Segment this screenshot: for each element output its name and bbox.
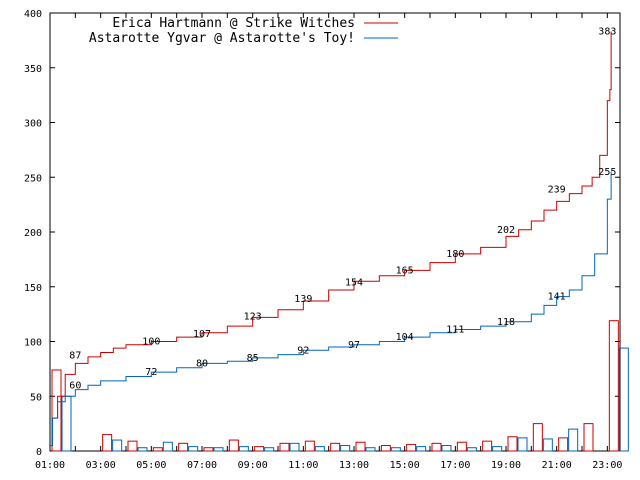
bar-astarotte: [466, 447, 477, 452]
bar-astarotte: [61, 395, 72, 452]
x-axis-ticks: 01:00 03:00 05:00 07:00 09:00 11:00 13:00 15:00…: [35, 13, 622, 471]
y-tick-label: 0: [36, 447, 42, 458]
data-label: 154: [345, 277, 363, 288]
data-label: 60: [69, 380, 81, 391]
y-tick-label: 100: [24, 338, 42, 349]
bar-astarotte: [441, 445, 452, 452]
data-label: 85: [247, 353, 259, 364]
bar-erica: [178, 442, 189, 452]
data-label: 255: [598, 167, 616, 178]
bar-erica: [228, 439, 239, 452]
data-labels-group: 87 100 107 123 139 154 165 180 202 239 383 60 72 80 85…: [69, 27, 616, 392]
data-label: 165: [396, 265, 414, 276]
bar-astarotte: [264, 447, 275, 452]
bar-astarotte: [618, 347, 629, 452]
data-label: 107: [193, 329, 211, 340]
line-astarotte: [50, 171, 612, 447]
bar-erica: [152, 447, 163, 452]
bar-astarotte: [416, 446, 427, 452]
data-label: 100: [142, 337, 160, 348]
bar-astarotte: [238, 446, 249, 452]
data-label: 123: [244, 311, 262, 322]
x-tick-label: 05:00: [136, 460, 166, 471]
bar-erica: [279, 442, 290, 452]
data-label: 104: [396, 332, 414, 343]
bar-astarotte: [162, 441, 173, 452]
legend-label-astarotte: Astarotte Ygvar @ Astarotte's Toy!: [89, 31, 355, 46]
data-label: 139: [294, 294, 312, 305]
data-label: 72: [145, 367, 157, 378]
data-label: 141: [548, 292, 566, 303]
bar-erica: [406, 443, 417, 452]
x-tick-label: 17:00: [440, 460, 470, 471]
bar-erica: [431, 442, 442, 452]
data-label: 111: [446, 324, 464, 335]
y-tick-label: 350: [24, 64, 42, 75]
bar-astarotte: [542, 438, 553, 452]
bar-erica: [482, 440, 493, 452]
x-tick-label: 23:00: [592, 460, 622, 471]
bar-astarotte: [137, 447, 148, 452]
bar-erica: [532, 423, 543, 452]
y-tick-label: 50: [30, 392, 42, 403]
plot-frame: [49, 12, 621, 452]
bar-series-group: [51, 320, 629, 452]
line-series-group: [50, 31, 612, 447]
bar-astarotte: [517, 437, 528, 452]
bar-astarotte: [492, 446, 503, 452]
x-tick-label: 07:00: [187, 460, 217, 471]
bar-astarotte: [314, 446, 325, 452]
y-tick-label: 300: [24, 119, 42, 130]
x-tick-label: 11:00: [288, 460, 318, 471]
bar-erica: [254, 446, 265, 452]
bar-astarotte: [289, 442, 300, 452]
bar-astarotte: [568, 428, 579, 452]
bar-erica: [355, 441, 366, 452]
y-tick-label: 250: [24, 173, 42, 184]
x-tick-label: 21:00: [542, 460, 572, 471]
data-label: 118: [497, 317, 515, 328]
bar-erica: [304, 440, 315, 452]
line-erica: [50, 31, 612, 447]
bar-erica: [380, 445, 391, 452]
bar-erica: [127, 440, 138, 452]
x-tick-label: 09:00: [238, 460, 268, 471]
bar-astarotte: [365, 447, 376, 452]
x-tick-label: 03:00: [86, 460, 116, 471]
bar-astarotte: [390, 447, 401, 452]
data-label: 87: [69, 351, 81, 362]
x-tick-label: 01:00: [35, 460, 65, 471]
y-axis-ticks: 0 50 100 150 200 250 300 350 400: [24, 9, 620, 458]
data-label: 97: [348, 340, 360, 351]
bar-erica: [330, 442, 341, 452]
bar-erica: [507, 436, 518, 452]
bar-erica: [51, 369, 62, 452]
legend-label-erica: Erica Hartmann @ Strike Witches: [112, 16, 355, 31]
x-tick-label: 13:00: [339, 460, 369, 471]
data-label: 239: [548, 184, 566, 195]
bar-erica: [456, 441, 467, 452]
bar-astarotte: [340, 445, 351, 452]
data-label: 383: [598, 27, 616, 38]
bar-erica: [102, 434, 113, 452]
bar-erica: [608, 320, 619, 452]
legend: Erica Hartmann @ Strike Witches Astarott…: [89, 16, 398, 46]
bar-astarotte: [213, 447, 224, 452]
data-label: 202: [497, 225, 515, 236]
bar-erica: [583, 423, 594, 452]
y-tick-label: 200: [24, 228, 42, 239]
data-label: 80: [196, 358, 208, 369]
data-label: 92: [297, 345, 309, 356]
bar-astarotte: [188, 446, 199, 452]
x-tick-label: 15:00: [390, 460, 420, 471]
bar-erica: [203, 447, 214, 452]
y-tick-label: 400: [24, 9, 42, 20]
x-tick-label: 19:00: [491, 460, 521, 471]
bar-erica: [558, 437, 569, 452]
y-tick-label: 150: [24, 283, 42, 294]
data-label: 180: [446, 249, 464, 260]
bar-astarotte: [112, 439, 123, 452]
